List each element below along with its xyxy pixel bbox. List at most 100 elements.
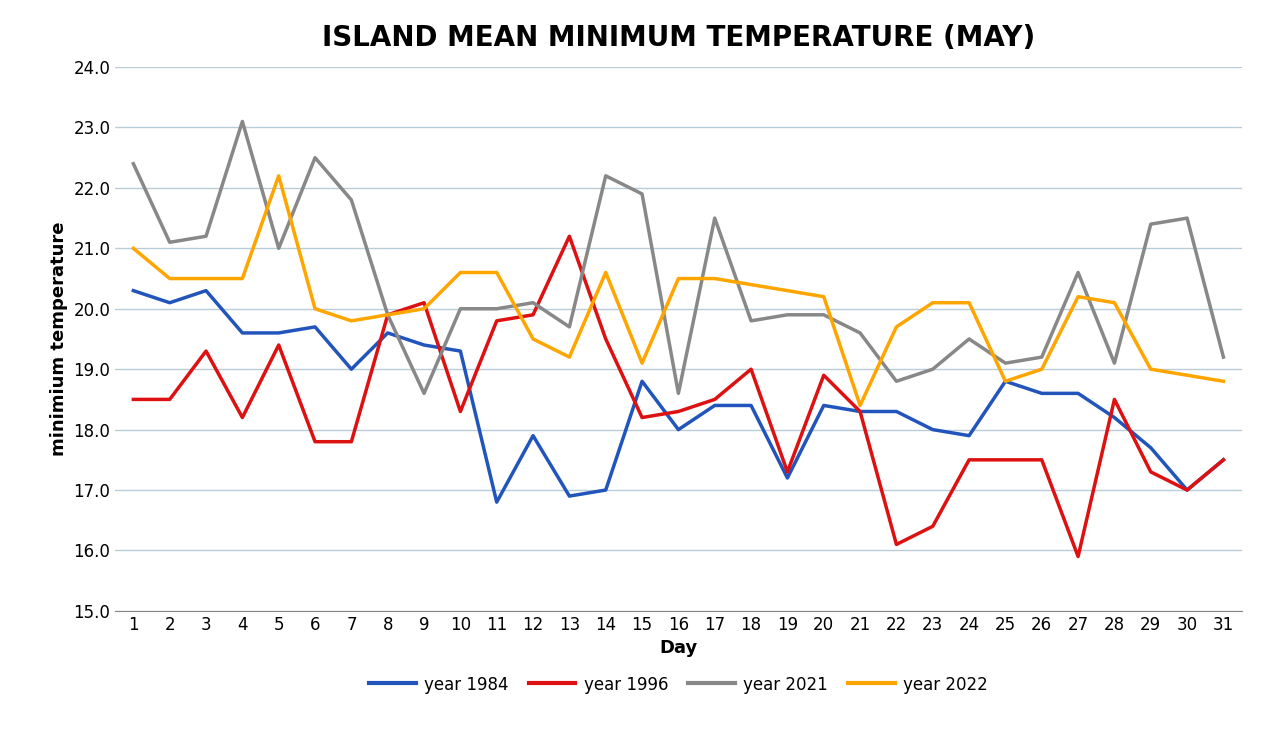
year 1984: [635, 377, 650, 386]
year 1984: [562, 492, 577, 501]
year 2022: [307, 304, 323, 313]
year 2022: [961, 298, 977, 307]
year 2022: [125, 244, 141, 253]
year 1984: [997, 377, 1012, 386]
year 2022: [1216, 377, 1231, 386]
year 2022: [707, 274, 722, 283]
year 1996: [961, 455, 977, 464]
year 1996: [817, 371, 832, 380]
year 2022: [671, 274, 686, 283]
year 2022: [1143, 365, 1158, 374]
year 1984: [707, 401, 722, 410]
year 2021: [635, 189, 650, 198]
year 1996: [744, 365, 759, 374]
year 1996: [598, 335, 613, 343]
year 1984: [344, 365, 360, 374]
year 1996: [925, 522, 941, 530]
year 2021: [671, 389, 686, 398]
year 2022: [453, 268, 468, 277]
year 1984: [888, 407, 904, 416]
year 2021: [163, 238, 178, 247]
year 2022: [525, 335, 540, 343]
year 1996: [635, 413, 650, 422]
year 1996: [234, 413, 250, 422]
year 1996: [852, 407, 868, 416]
year 1996: [453, 407, 468, 416]
year 1984: [1216, 455, 1231, 464]
year 2021: [744, 317, 759, 326]
year 2021: [125, 159, 141, 168]
year 1984: [852, 407, 868, 416]
year 1996: [888, 540, 904, 549]
Line: year 2022: year 2022: [133, 176, 1224, 405]
year 2022: [234, 274, 250, 283]
year 1984: [744, 401, 759, 410]
year 1996: [344, 437, 360, 446]
year 1984: [489, 498, 504, 507]
year 2022: [888, 323, 904, 332]
year 1996: [1179, 486, 1194, 495]
year 1996: [707, 395, 722, 404]
year 1984: [1179, 486, 1194, 495]
Y-axis label: minimium temperature: minimium temperature: [50, 222, 68, 456]
year 2021: [1143, 220, 1158, 229]
year 2022: [780, 286, 795, 295]
year 2021: [1216, 352, 1231, 361]
year 2021: [307, 153, 323, 162]
year 2022: [163, 274, 178, 283]
year 1996: [125, 395, 141, 404]
year 2021: [961, 335, 977, 343]
year 1984: [198, 286, 214, 295]
year 2021: [817, 311, 832, 320]
year 2022: [562, 352, 577, 361]
year 1996: [997, 455, 1012, 464]
year 2022: [744, 280, 759, 289]
year 2021: [780, 311, 795, 320]
year 2021: [997, 358, 1012, 367]
year 1984: [1143, 443, 1158, 452]
year 2022: [1107, 298, 1123, 307]
year 1984: [1107, 413, 1123, 422]
year 2021: [1179, 214, 1194, 223]
year 1996: [780, 467, 795, 476]
year 2022: [271, 171, 287, 180]
year 2022: [380, 311, 396, 320]
year 2021: [344, 195, 360, 204]
year 1996: [416, 298, 431, 307]
year 2022: [1179, 371, 1194, 380]
year 1996: [1034, 455, 1050, 464]
year 2021: [1107, 358, 1123, 367]
Line: year 2021: year 2021: [133, 121, 1224, 393]
year 2022: [198, 274, 214, 283]
Legend: year 1984, year 1996, year 2021, year 2022: year 1984, year 1996, year 2021, year 20…: [362, 669, 995, 700]
year 2021: [1034, 352, 1050, 361]
year 1984: [961, 431, 977, 440]
year 1996: [489, 317, 504, 326]
year 2021: [562, 323, 577, 332]
year 2021: [852, 329, 868, 337]
year 2021: [888, 377, 904, 386]
year 1984: [925, 425, 941, 434]
year 2022: [1070, 292, 1085, 301]
year 2021: [925, 365, 941, 374]
year 2021: [1070, 268, 1085, 277]
year 2021: [380, 311, 396, 320]
year 1984: [234, 329, 250, 337]
year 2022: [489, 268, 504, 277]
year 1984: [163, 298, 178, 307]
year 2022: [925, 298, 941, 307]
year 1996: [380, 311, 396, 320]
year 1984: [416, 340, 431, 349]
year 1996: [1070, 552, 1085, 561]
year 1996: [198, 346, 214, 355]
year 2022: [344, 317, 360, 326]
year 2022: [997, 377, 1012, 386]
year 2021: [707, 214, 722, 223]
year 1996: [525, 311, 540, 320]
year 1984: [817, 401, 832, 410]
year 1996: [271, 340, 287, 349]
year 2022: [852, 401, 868, 410]
year 2021: [598, 171, 613, 180]
year 1984: [598, 486, 613, 495]
year 1996: [1107, 395, 1123, 404]
